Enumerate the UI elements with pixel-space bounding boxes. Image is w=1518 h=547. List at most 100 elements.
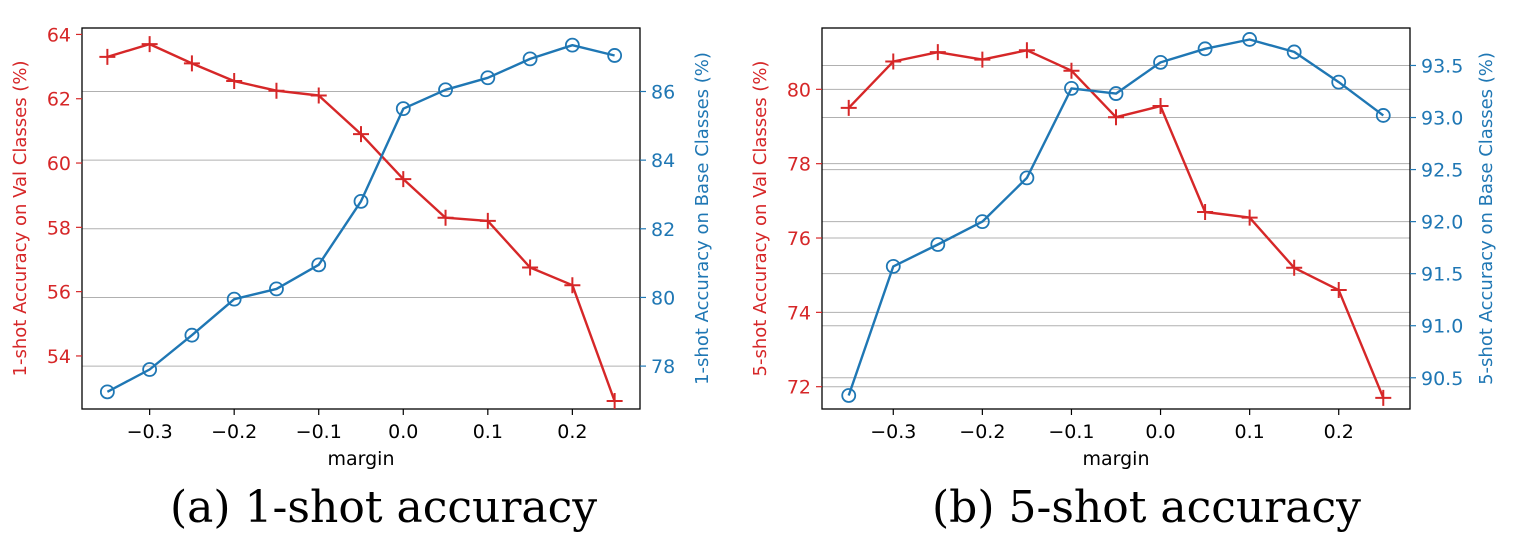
data-point-val-classes (479, 212, 496, 229)
data-point-val-classes (974, 51, 991, 68)
x-tick-label: −0.1 (296, 421, 342, 443)
data-point-base-classes (974, 214, 990, 230)
data-point-val-classes (1241, 209, 1258, 226)
series-line-base-classes (847, 38, 1385, 396)
right-y-tick-label: 93.0 (1421, 108, 1463, 130)
caption-a: (a) 1-shot accuracy (170, 482, 598, 533)
data-point-base-classes (1153, 54, 1168, 70)
data-point-base-classes (480, 70, 496, 86)
x-tick-label: 0.2 (557, 421, 587, 443)
right-y-tick-label: 82 (651, 219, 675, 241)
data-point-base-classes (930, 237, 946, 252)
x-tick-label: −0.3 (870, 421, 916, 443)
data-point-base-classes (1286, 44, 1302, 60)
data-point-val-classes (395, 171, 412, 188)
data-point-val-classes (1108, 109, 1124, 126)
data-point-base-classes (311, 257, 327, 273)
plot-frame (81, 27, 641, 410)
data-point-base-classes (1197, 41, 1213, 57)
x-tick-label: −0.2 (959, 421, 1005, 443)
data-point-val-classes (606, 392, 623, 409)
data-point-val-classes (1330, 282, 1347, 299)
left-y-tick-label: 78 (787, 154, 811, 176)
data-point-base-classes (269, 281, 284, 297)
data-point-base-classes (226, 291, 242, 307)
data-point-val-classes (840, 99, 857, 116)
data-point-base-classes (1064, 80, 1079, 96)
chart-a: −0.3 −0.2 −0.1 0.0 0.1 0.2 margin 54 56 58 60 62 64 1… (10, 24, 713, 470)
right-y-tick-label: 92.5 (1421, 160, 1463, 182)
x-tick-label: 0.0 (1145, 421, 1175, 443)
data-point-base-classes (353, 193, 369, 209)
data-point-val-classes (885, 53, 902, 70)
data-point-val-classes (1018, 42, 1035, 59)
data-point-val-classes (929, 44, 946, 61)
data-point-base-classes (1375, 108, 1391, 123)
right-y-axis-label: 1-shot Accuracy on Base Classes (%) (692, 52, 713, 385)
x-axis-label: margin (327, 448, 394, 470)
plot-frame (821, 27, 1411, 410)
data-point-val-classes (226, 73, 243, 90)
data-point-base-classes (1331, 74, 1347, 90)
data-point-base-classes (142, 362, 158, 377)
data-point-base-classes (841, 388, 857, 403)
data-point-val-classes (564, 277, 581, 294)
left-y-axis-label: 5-shot Accuracy on Val Classes (%) (750, 61, 771, 377)
data-point-base-classes (1019, 170, 1035, 186)
left-y-tick-label: 54 (47, 346, 71, 368)
left-y-tick-label: 74 (787, 302, 811, 324)
data-point-val-classes (437, 209, 454, 226)
right-y-tick-label: 90.5 (1421, 368, 1463, 390)
right-y-tick-label: 93.5 (1421, 55, 1463, 77)
left-y-tick-label: 72 (787, 377, 811, 399)
right-y-tick-label: 80 (651, 287, 675, 309)
left-y-tick-label: 80 (787, 79, 811, 101)
x-tick-label: 0.2 (1324, 421, 1354, 443)
left-y-tick-label: 60 (47, 153, 71, 175)
data-point-base-classes (438, 82, 453, 98)
data-point-val-classes (522, 259, 539, 276)
data-point-base-classes (607, 48, 623, 63)
x-tick-label: −0.3 (127, 421, 173, 443)
caption-b: (b) 5-shot accuracy (932, 482, 1362, 533)
data-point-base-classes (564, 37, 580, 53)
data-point-val-classes (1063, 62, 1080, 79)
left-y-tick-label: 58 (47, 217, 71, 239)
data-point-val-classes (353, 126, 369, 143)
data-point-val-classes (1286, 259, 1303, 276)
figure: −0.3 −0.2 −0.1 0.0 0.1 0.2 margin 54 56 58 60 62 64 1… (10, 24, 1497, 470)
data-point-base-classes (395, 101, 411, 117)
data-point-base-classes (1108, 86, 1124, 101)
right-y-tick-label: 91.0 (1421, 316, 1463, 338)
left-y-tick-label: 64 (47, 24, 71, 46)
x-axis-label: margin (1082, 448, 1149, 470)
data-point-val-classes (1197, 203, 1214, 220)
data-point-val-classes (1375, 389, 1392, 406)
left-y-tick-label: 62 (47, 89, 71, 111)
data-point-val-classes (99, 48, 116, 65)
data-point-val-classes (183, 55, 200, 72)
x-tick-label: −0.2 (211, 421, 257, 443)
series-line-val-classes (107, 42, 616, 402)
left-y-tick-label: 76 (787, 228, 811, 250)
left-y-axis-label: 1-shot Accuracy on Val Classes (%) (10, 61, 31, 377)
data-point-val-classes (1152, 98, 1169, 115)
right-y-tick-label: 91.5 (1421, 264, 1463, 286)
chart-b: −0.3 −0.2 −0.1 0.0 0.1 0.2 margin 72 74 76 78 80 5-s… (750, 27, 1497, 470)
x-tick-label: 0.1 (1235, 421, 1265, 443)
right-y-tick-label: 84 (651, 150, 675, 172)
data-point-base-classes (99, 384, 115, 400)
right-y-axis-label: 5-shot Accuracy on Base Classes (%) (1476, 52, 1497, 385)
data-point-val-classes (310, 87, 327, 104)
x-tick-label: −0.1 (1048, 421, 1094, 443)
series-line-base-classes (106, 44, 615, 393)
data-point-base-classes (522, 51, 538, 67)
right-y-tick-label: 86 (651, 82, 675, 104)
data-point-base-classes (1242, 32, 1258, 47)
data-point-val-classes (141, 36, 158, 53)
data-point-base-classes (184, 327, 200, 343)
right-y-tick-label: 78 (651, 356, 675, 378)
x-tick-label: 0.0 (388, 421, 418, 443)
series-line-val-classes (847, 49, 1385, 399)
x-tick-label: 0.1 (473, 421, 503, 443)
